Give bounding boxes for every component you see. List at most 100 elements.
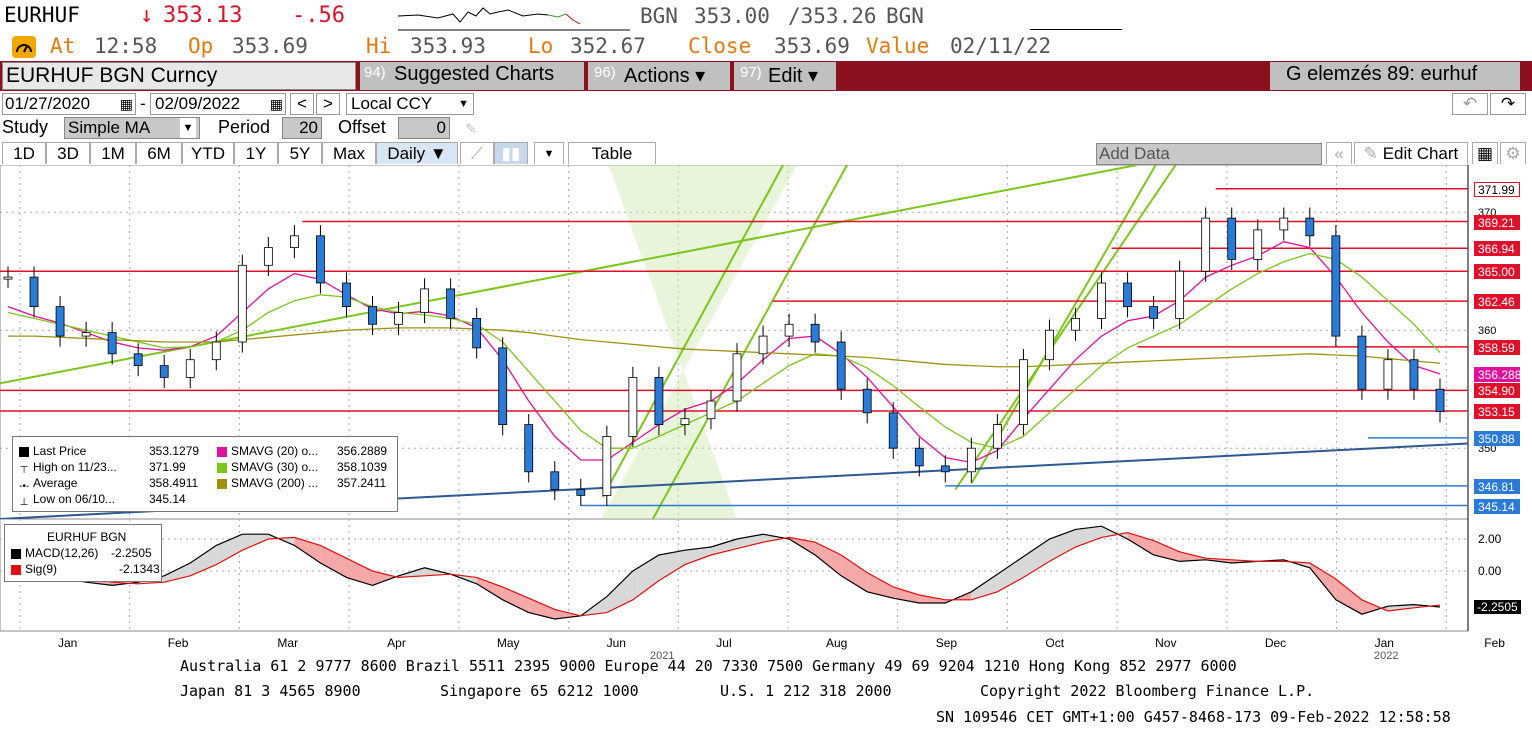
macd-chart[interactable] [0, 519, 1532, 659]
down-arrow-icon: ↓ [140, 3, 154, 28]
footer-singapore: Singapore 65 6212 1000 [440, 682, 639, 700]
candle-body [524, 424, 534, 473]
net-change: -.56 [292, 3, 345, 28]
candle-body [1201, 217, 1211, 272]
macd-histogram-area [320, 545, 347, 578]
period-label: Period [218, 117, 271, 137]
candle-body [888, 412, 898, 449]
suggested-charts-button[interactable]: 94) Suggested Charts [360, 62, 584, 90]
chevron-down-icon: ▼ [180, 118, 196, 138]
calendar-icon[interactable]: ▦ [119, 96, 133, 112]
macd-histogram-area [1049, 529, 1076, 562]
chart-settings-icon[interactable]: ▦ [1472, 142, 1498, 164]
low-marker-icon: ⊥ [19, 496, 29, 508]
candle-body [914, 447, 924, 467]
price-level-label: 358.59 [1474, 339, 1520, 355]
candle-body [550, 471, 560, 490]
actions-menu[interactable]: 96) Actions ▾ [588, 62, 730, 90]
range-5y[interactable]: 5Y [278, 142, 322, 164]
candle-body [992, 424, 1002, 449]
next-period-button[interactable]: > [316, 93, 340, 115]
macd-legend[interactable]: EURHUF BGN MACD(12,26) -2.2505 Sig(9) -2… [4, 524, 162, 582]
offset-input[interactable]: 0 [398, 117, 450, 139]
legend-value: 345.14 [149, 492, 186, 506]
end-date-input[interactable]: 02/09/2022 ▦ [150, 93, 286, 115]
value-date: 02/11/22 [950, 34, 1052, 58]
range-6m[interactable]: 6M [136, 142, 182, 164]
macd-histogram-area [684, 547, 711, 565]
month-label: Sep [935, 636, 958, 650]
candle-body [1305, 217, 1315, 237]
macd-line [7, 525, 1441, 620]
candle-body [810, 323, 820, 343]
candle-body [966, 447, 976, 473]
candle-body [29, 276, 39, 307]
price-level-label: 345.14 [1474, 498, 1520, 514]
candle-body [498, 347, 508, 425]
candle-body [1097, 282, 1106, 319]
frequency-select[interactable]: Daily ▼ [376, 142, 458, 164]
price-legend[interactable]: Last Price 353.1279 ⊤ High on 11/23... 37… [12, 436, 398, 512]
range-ytd[interactable]: YTD [182, 142, 234, 164]
pencil-icon[interactable]: ✎ [466, 118, 476, 137]
legend-label: Low on 06/10... [33, 492, 116, 506]
alert-gauge-icon[interactable] [12, 36, 36, 58]
calendar-icon[interactable]: ▦ [269, 96, 283, 112]
range-1d[interactable]: 1D [2, 142, 46, 164]
period-input[interactable]: 20 [282, 117, 322, 139]
divider [1030, 29, 1122, 30]
footer-session: SN 109546 CET GMT+1:00 G457-8468-173 09-… [936, 708, 1451, 726]
candle-body [836, 341, 846, 390]
range-1y[interactable]: 1Y [234, 142, 278, 164]
undo-button[interactable]: ↶ [1452, 93, 1488, 115]
legend-signal: Sig(9) [11, 561, 57, 577]
candle-body [1227, 217, 1237, 260]
edit-menu[interactable]: 97) Edit ▾ [734, 62, 836, 90]
start-date-text: 01/27/2020 [5, 94, 91, 113]
prev-period-button[interactable]: < [290, 93, 314, 115]
line-chart-icon[interactable]: ⟋ [460, 142, 494, 164]
legend-value: 371.99 [149, 460, 186, 474]
month-label: Dec [1264, 636, 1287, 650]
currency-select[interactable]: Local CCY ▼ [346, 93, 474, 115]
macd-histogram-area [502, 587, 529, 613]
range-max[interactable]: Max [322, 142, 376, 164]
start-date-input[interactable]: 01/27/2020 ▦ [2, 93, 136, 115]
chart-type-dropdown[interactable]: ▼ [534, 142, 564, 164]
macd-histogram-area [164, 563, 191, 583]
legend-label: Sig(9) [25, 562, 58, 576]
legend-label: SMAVG (200) ... [231, 476, 319, 490]
y-tick-label: 360 [1478, 325, 1496, 337]
collapse-icon[interactable]: « [1326, 142, 1352, 164]
macd-histogram-area [476, 577, 503, 600]
study-select[interactable]: Simple MA ▼ [64, 117, 200, 139]
close-price: 353.69 [774, 34, 850, 58]
high-marker-icon: ⊤ [19, 464, 29, 476]
candle-chart-icon[interactable]: ▮▮ [494, 142, 528, 164]
candle-body [237, 264, 247, 343]
macd-tick-label: 0.00 [1478, 564, 1502, 578]
month-label: Apr [387, 636, 406, 650]
macd-histogram-area [632, 555, 659, 600]
price-level-label: 369.21 [1474, 214, 1520, 230]
macd-tick-label: -2.2505 [1474, 600, 1521, 614]
high-price: 353.93 [410, 34, 486, 58]
add-data-input[interactable]: Add Data [1096, 143, 1322, 165]
candle-body [1331, 235, 1341, 337]
trend-line [954, 165, 1177, 491]
at-time: 12:58 [94, 34, 158, 58]
range-1m[interactable]: 1M [90, 142, 136, 164]
candle-body [628, 376, 638, 437]
legend-value: -2.2505 [111, 546, 152, 560]
security-field[interactable]: EURHUF BGN Curncy [2, 62, 356, 90]
candle-body [1175, 270, 1185, 319]
footer-japan: Japan 81 3 4565 8900 [180, 682, 361, 700]
redo-button[interactable]: ↷ [1490, 93, 1526, 115]
gear-icon[interactable]: ⚙ [1500, 142, 1526, 164]
table-button[interactable]: Table [568, 142, 656, 164]
edit-chart-button[interactable]: ✎ Edit Chart [1354, 142, 1468, 164]
year-label: 2022 [1374, 650, 1399, 662]
range-3d[interactable]: 3D [46, 142, 90, 164]
legend-label: MACD(12,26) [25, 546, 99, 560]
